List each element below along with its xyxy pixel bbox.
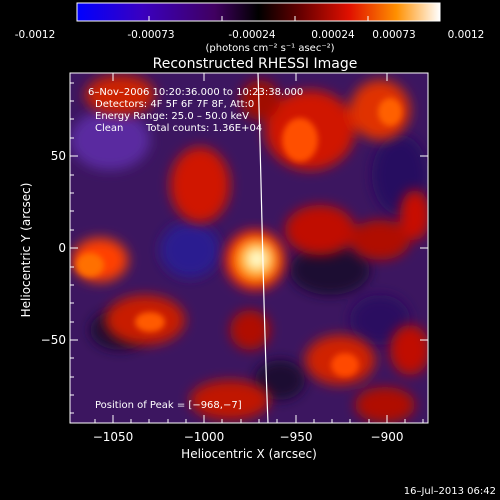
plot-title: Reconstructed RHESSI Image	[153, 56, 358, 72]
y-axis-label: Heliocentric Y (arcsec)	[19, 183, 33, 318]
info-total-counts: Total counts: 1.36E+04	[145, 123, 262, 134]
colorbar-tick-label: 0.00073	[372, 29, 415, 41]
colorbar-unit-label: (photons cm⁻² s⁻¹ asec⁻²)	[205, 43, 334, 54]
info-method: Clean	[95, 123, 123, 134]
info-time-range: 6–Nov–2006 10:20:36.000 to 10:23:38.000	[88, 87, 303, 98]
y-tick-label: 50	[51, 149, 66, 163]
colorbar-tick-label: -0.0012	[15, 29, 56, 41]
x-axis-label: Heliocentric X (arcsec)	[181, 447, 317, 461]
x-tick-label: −1000	[184, 430, 225, 444]
info-energy-range: Energy Range: 25.0 – 50.0 keV	[95, 111, 249, 122]
solar-limb	[257, 73, 269, 423]
info-detectors: Detectors: 4F 5F 6F 7F 8F, Att:0	[95, 99, 254, 110]
y-axis-ticks	[70, 82, 428, 414]
colorbar	[76, 2, 441, 22]
y-tick-label: 0	[58, 241, 66, 255]
x-tick-label: −1050	[93, 430, 134, 444]
x-axis-ticks	[94, 73, 424, 423]
colorbar-tick-label: -0.00024	[228, 29, 276, 41]
x-tick-label: −900	[371, 430, 404, 444]
flare-source	[225, 230, 285, 290]
colorbar-tick-label: 0.00024	[311, 29, 355, 41]
timestamp: 16–Jul–2013 06:42	[404, 486, 496, 497]
y-tick-label: −50	[41, 333, 66, 347]
colorbar-tick-marks	[76, 16, 441, 21]
colorbar-tick-label: -0.00073	[127, 29, 174, 41]
rhessi-image	[70, 73, 428, 423]
colorbar-tick-label: 0.0012	[448, 29, 485, 41]
peak-position-label: Position of Peak = [−968,−7]	[95, 400, 242, 411]
x-tick-label: −950	[280, 430, 313, 444]
